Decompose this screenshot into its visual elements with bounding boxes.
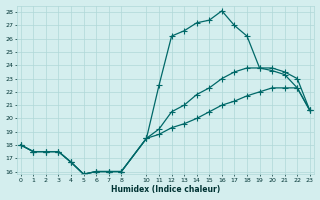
X-axis label: Humidex (Indice chaleur): Humidex (Indice chaleur) bbox=[111, 185, 220, 194]
